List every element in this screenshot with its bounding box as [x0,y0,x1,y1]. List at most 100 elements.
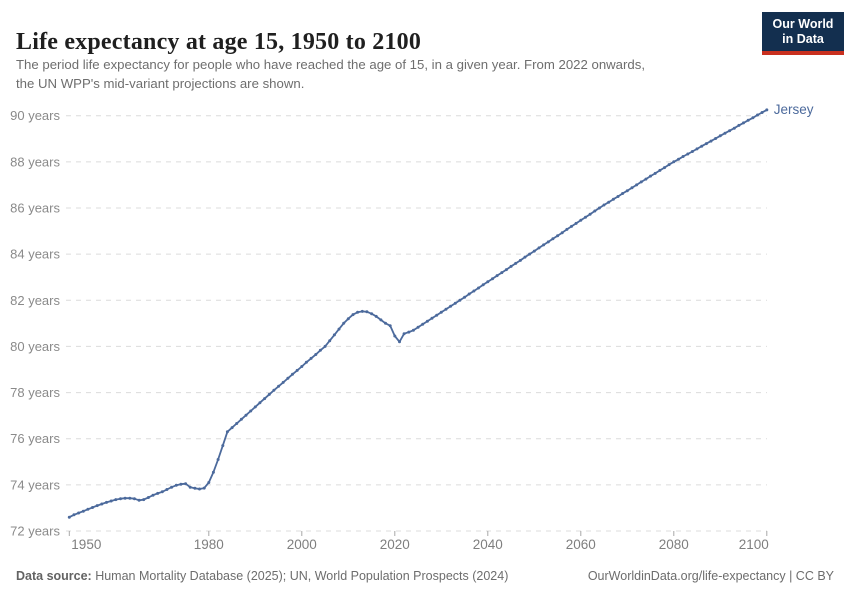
x-axis-tick-label: 2060 [566,537,596,552]
owid-logo[interactable]: Our World in Data [762,12,844,55]
data-point [425,319,429,323]
data-point [495,274,499,278]
data-point [132,497,136,501]
data-point [360,309,364,313]
data-point [556,234,560,238]
data-point [630,186,634,190]
data-point [277,384,281,388]
data-point [137,498,141,502]
data-point [458,298,462,302]
data-point [421,322,425,326]
data-point [667,163,671,167]
data-point [570,224,573,228]
data-point [258,401,262,405]
data-point [653,171,657,175]
owid-logo-text-line-2: in Data [782,32,824,46]
data-point [756,113,759,117]
data-point [760,111,764,114]
y-axis-tick-label: 76 years [10,431,60,446]
data-point [467,292,471,296]
series-points-jersey [67,108,769,519]
data-point [560,231,564,235]
data-point [388,324,392,328]
data-point [95,504,99,508]
data-point [742,121,745,125]
chart-subtitle-line-2: the UN WPP's mid-variant projections are… [16,76,305,91]
data-point [300,365,304,368]
data-point [318,348,322,352]
data-point [593,209,597,213]
data-point [393,334,397,338]
data-point [611,197,615,201]
data-point [374,314,378,318]
data-point [174,483,178,487]
data-point [444,307,448,311]
data-point [239,417,243,421]
x-axis-tick-label: 2020 [380,537,410,552]
data-point [160,490,164,494]
y-axis-labels: 72 years 74 years 76 years 78 years 80 years… [10,108,60,538]
data-point [416,325,420,329]
data-point [565,227,569,231]
data-point [72,513,76,517]
y-axis-tick-label: 78 years [10,385,60,400]
attribution-link[interactable]: OurWorldinData.org/life-expectancy | CC … [587,569,834,583]
data-point [281,380,285,384]
data-point [346,317,350,321]
data-point [639,180,643,184]
data-point [537,246,541,250]
data-point [463,295,467,299]
data-point [672,160,676,164]
data-point [249,409,253,413]
y-gridlines [66,115,767,532]
data-point [123,496,127,500]
data-point [165,488,169,491]
data-point [439,310,443,314]
data-point [198,487,201,491]
data-point [686,152,690,156]
chart-subtitle-line-1: The period life expectancy for people wh… [16,57,645,72]
data-point [723,131,727,135]
data-point [193,486,197,490]
data-point [402,332,406,336]
data-point [732,126,736,130]
data-point [700,144,704,148]
data-point [504,268,508,272]
data-point [216,458,220,461]
data-point [86,507,90,511]
data-point [649,174,652,178]
data-point [681,155,685,158]
line-chart-canvas: 72 years 74 years 76 years 78 years 80 years… [10,102,814,552]
data-point [170,485,174,489]
data-point [607,200,611,204]
data-point [253,405,257,409]
data-point [100,502,104,506]
data-point [291,372,294,376]
data-point [105,500,108,504]
data-point [365,310,369,314]
x-axis-tick-label: 2000 [287,537,317,552]
data-point [304,360,308,364]
x-axis-tick-label: 1980 [194,537,224,552]
data-point [267,392,271,396]
data-point [765,108,769,112]
data-point [477,286,480,290]
data-point [128,496,132,500]
data-point [546,240,550,244]
data-point [728,129,732,133]
data-point [309,356,313,360]
data-point [244,413,248,417]
data-point [332,333,336,337]
data-source-text: Human Mortality Database (2025); UN, Wor… [91,569,509,583]
data-point [663,166,666,170]
data-point [616,195,620,198]
data-point [77,511,81,515]
data-point [528,252,532,256]
y-axis-tick-label: 74 years [10,477,60,492]
data-point [574,221,578,225]
data-point [500,271,504,275]
data-point [295,368,299,372]
chart-footer: Data source: Human Mortality Database (2… [16,569,834,583]
x-axis: 1950 1980 2000 2020 2040 2060 2080 2100 [68,531,769,552]
